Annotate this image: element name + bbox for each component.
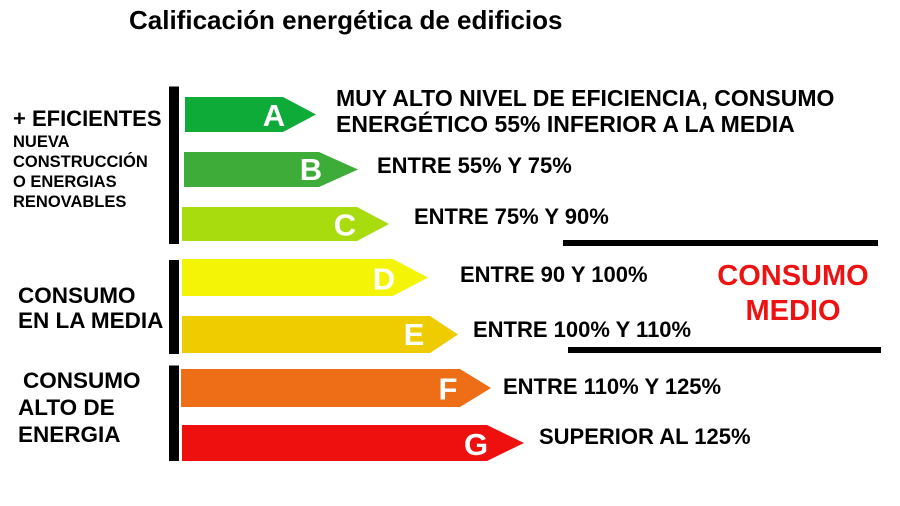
svg-text:G: G xyxy=(464,427,488,462)
svg-text:A: A xyxy=(263,98,285,133)
svg-text:B: B xyxy=(300,152,322,187)
svg-text:E: E xyxy=(404,317,425,352)
svg-text:F: F xyxy=(439,371,458,406)
svg-text:C: C xyxy=(334,208,356,243)
svg-text:D: D xyxy=(373,261,395,296)
